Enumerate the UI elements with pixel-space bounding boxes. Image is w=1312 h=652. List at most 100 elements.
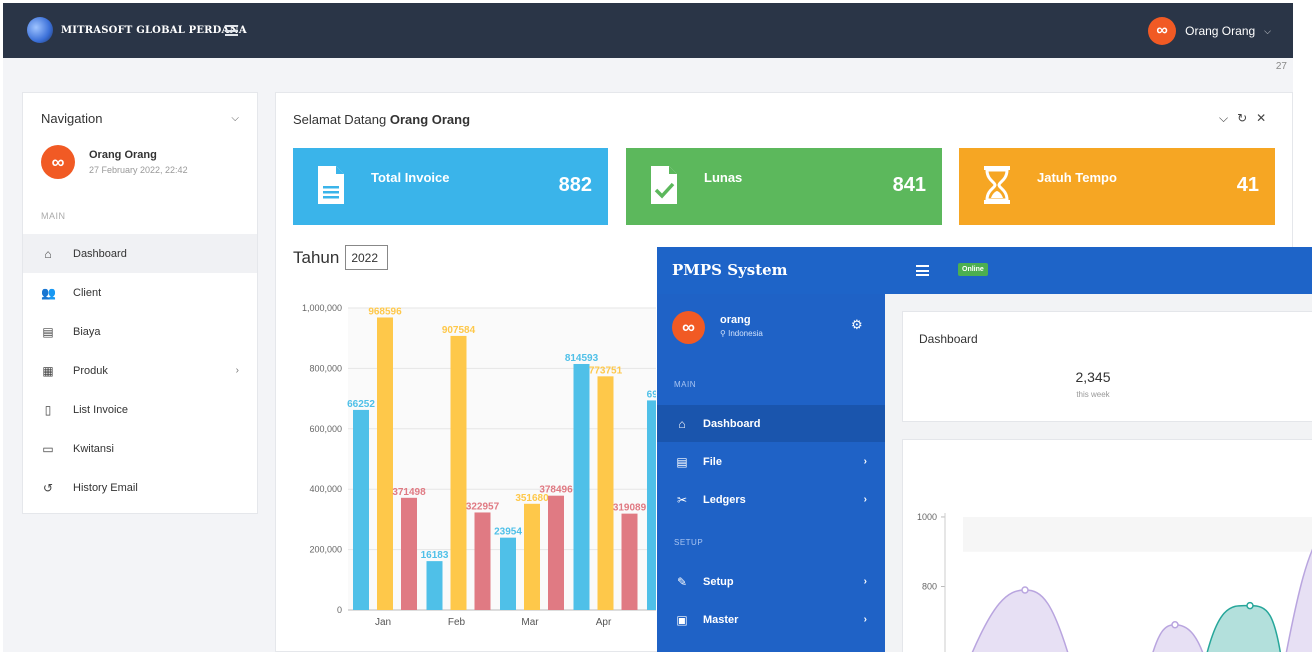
collapse-icon[interactable]: ⌵ [1219, 111, 1229, 125]
stat-total-invoice[interactable]: Total Invoice 882 [293, 148, 608, 225]
side-item-master[interactable]: ▣ Master › [657, 601, 885, 638]
side-item-label: Setup [703, 575, 734, 588]
nav-item-client[interactable]: 👥 Client [23, 273, 257, 312]
data-label: 371498 [392, 487, 426, 498]
side-item-label: Dashboard [703, 417, 761, 430]
side-section-setup: SETUP [674, 538, 704, 547]
nav-title: Navigation [41, 111, 103, 126]
nav-item-dashboard[interactable]: ⌂ Dashboard [23, 234, 257, 273]
data-label: 773751 [589, 365, 623, 376]
x-tick-label: Mar [521, 617, 539, 628]
side-user-location-text: Indonesia [728, 329, 763, 338]
menu-toggle-icon[interactable] [916, 265, 929, 276]
home-icon: ⌂ [44, 246, 52, 261]
side-item-ledgers[interactable]: ✂ Ledgers › [657, 481, 885, 518]
bar [401, 497, 417, 610]
grid-icon: ▦ [42, 363, 54, 378]
data-label: 351680 [515, 493, 549, 504]
data-label: 907584 [442, 325, 476, 336]
y-tick-label: 600,000 [309, 424, 342, 434]
bar [647, 400, 656, 610]
welcome-text: Selamat Datang Orang Orang [293, 112, 470, 127]
year-input[interactable] [345, 245, 389, 270]
status-badge: Online [958, 263, 988, 276]
user-menu[interactable]: ∞ Orang Orang ⌵ [1148, 17, 1271, 45]
area-chart: 6008001000 [917, 512, 1312, 652]
menu-toggle-icon[interactable] [225, 25, 238, 36]
bar [548, 495, 564, 610]
ledger-icon: ✂ [676, 492, 688, 507]
nav-item-produk[interactable]: ▦ Produk › [23, 351, 257, 390]
bar [500, 537, 516, 610]
chevron-right-icon: › [863, 576, 867, 587]
stat-lunas[interactable]: Lunas 841 [626, 148, 942, 225]
money-icon: ▤ [42, 324, 54, 339]
refresh-icon[interactable]: ↻ [1237, 111, 1248, 125]
avatar: ∞ [1148, 17, 1177, 45]
side-item-file[interactable]: ▤ File › [657, 443, 885, 480]
nav-item-biaya[interactable]: ▤ Biaya [23, 312, 257, 351]
side-section-main: MAIN [674, 380, 696, 389]
dashboard-subtitle: this week [1076, 390, 1110, 399]
history-icon: ↺ [42, 480, 54, 495]
brand[interactable]: MITRASOFT GLOBAL PERDANA [27, 17, 247, 43]
location-pin-icon: ⚲ [720, 329, 729, 338]
users-icon: 👥 [41, 285, 56, 300]
nav-item-label: Produk [73, 364, 108, 377]
chevron-down-icon: ⌵ [1264, 25, 1271, 36]
y-tick-label: 1000 [917, 512, 937, 522]
bar [426, 561, 443, 610]
nav-item-label: Kwitansi [73, 442, 114, 455]
nav-item-label: Dashboard [73, 247, 127, 260]
bar [377, 317, 393, 610]
close-icon[interactable]: ✕ [1256, 111, 1267, 125]
nav-item-list-invoice[interactable]: ▯ List Invoice [23, 390, 257, 429]
brand-name: MITRASOFT GLOBAL PERDANA [61, 24, 247, 36]
x-tick-label: Jan [375, 617, 391, 628]
plot-band [963, 516, 1312, 552]
nav-item-label: Client [73, 286, 102, 299]
stat-label: Lunas [704, 170, 743, 185]
area-chart-card: 6008001000 [902, 439, 1312, 652]
app2-brand[interactable]: PMPS System [672, 261, 788, 279]
side-item-dashboard[interactable]: ⌂ Dashboard [657, 405, 885, 442]
overlay-app-window: PMPS System Online ∞ orang ⚲ Indonesia ⚙… [657, 247, 1312, 652]
file-icon: ▤ [676, 454, 688, 469]
side-user-location: ⚲ Indonesia [720, 329, 763, 338]
year-label: Tahun [293, 247, 340, 267]
stat-label: Jatuh Tempo [1037, 170, 1117, 185]
stat-value: 841 [892, 174, 926, 196]
chevron-right-icon: › [863, 494, 867, 505]
nav-item-kwitansi[interactable]: ▭ Kwitansi [23, 429, 257, 468]
area-series-1b [1152, 624, 1204, 652]
receipt-icon: ▭ [42, 441, 54, 456]
side-user-name: orang [720, 314, 751, 326]
bar [597, 376, 614, 610]
master-icon: ▣ [676, 612, 688, 627]
area-series-1c [1285, 548, 1312, 652]
gear-icon[interactable]: ⚙ [851, 317, 863, 332]
chevron-right-icon: › [863, 456, 867, 467]
chevron-right-icon: › [863, 614, 867, 625]
corner-number: 27 [1275, 61, 1287, 72]
side-item-setup[interactable]: ✎ Setup › [657, 563, 885, 600]
document-icon: ▯ [44, 402, 52, 417]
y-tick-label: 0 [337, 605, 342, 615]
data-label: 814593 [565, 353, 599, 364]
file-icon [318, 166, 344, 204]
stat-jatuh-tempo[interactable]: Jatuh Tempo 41 [959, 148, 1275, 225]
nav-item-label: History Email [73, 481, 138, 494]
stat-value: 882 [558, 174, 592, 196]
bar [474, 512, 491, 610]
nav-item-history-email[interactable]: ↺ History Email [23, 468, 257, 507]
nav-section-main: MAIN [41, 211, 66, 221]
avatar: ∞ [672, 311, 705, 344]
nav-collapse-icon[interactable]: ⌵ [231, 113, 239, 124]
home-icon: ⌂ [678, 416, 686, 431]
bar [621, 513, 638, 610]
bar-chart: 0 200,000 400,000 600,000 800,000 1,000,000 Ja… [302, 303, 656, 628]
nav-item-label: List Invoice [73, 403, 129, 416]
nav-user-date: 27 February 2022, 22:42 [89, 165, 188, 175]
year-filter: Tahun [293, 245, 389, 270]
area-series-1 [971, 589, 1069, 652]
